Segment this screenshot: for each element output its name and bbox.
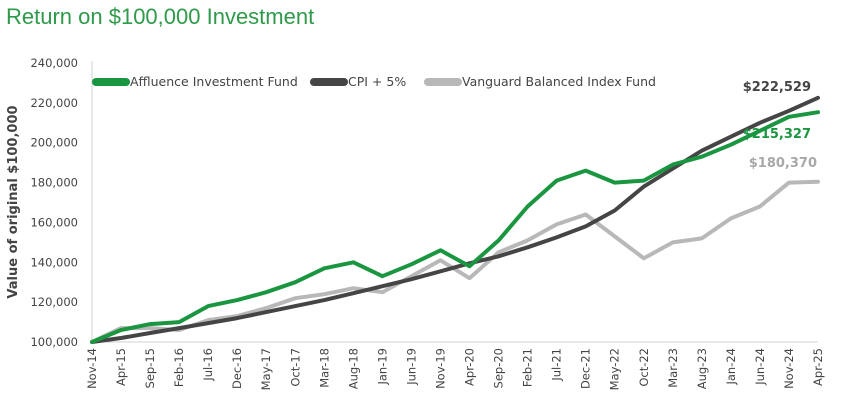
end-labels: $215,327 $222,529 $180,370 <box>743 80 817 171</box>
y-axis-label: Value of original $100,000 <box>6 105 21 298</box>
legend-label-0: Affluence Investment Fund <box>130 74 298 89</box>
x-tick-label: Sep-15 <box>143 348 157 388</box>
y-tick-label: 160,000 <box>30 215 78 229</box>
x-tick-label: Dec-21 <box>579 348 593 389</box>
x-tick-label: Aug-18 <box>346 348 360 389</box>
x-tick-label: Jan-19 <box>375 348 389 386</box>
legend-label-1: CPI + 5% <box>348 74 406 89</box>
x-tick-label: Apr-15 <box>114 348 128 386</box>
y-tick-label: 180,000 <box>30 176 78 190</box>
x-tick-label: Jan-24 <box>724 348 738 386</box>
end-label-1: $222,529 <box>743 80 811 95</box>
chart-title: Return on $100,000 Investment <box>6 4 315 29</box>
y-tick-label: 140,000 <box>30 255 78 269</box>
y-tick-label: 240,000 <box>30 56 78 70</box>
x-tick-label: Feb-16 <box>172 348 186 387</box>
x-tick-label: Aug-23 <box>695 348 709 389</box>
x-tick-label: Mar-23 <box>666 348 680 388</box>
plot-lines <box>90 95 820 344</box>
series-line-0 <box>90 110 820 344</box>
x-tick-label: Jun-24 <box>753 348 767 386</box>
series-line-2 <box>90 179 820 344</box>
x-tick-label: Feb-21 <box>521 348 535 387</box>
y-tick-label: 220,000 <box>30 96 78 110</box>
x-tick-label: Sep-20 <box>492 348 506 388</box>
x-tick-label: Jul-16 <box>201 348 215 382</box>
end-label-0: $215,327 <box>743 127 811 142</box>
x-tick-label: May-22 <box>608 348 622 390</box>
x-tick-label: Oct-17 <box>288 348 302 387</box>
legend: Affluence Investment Fund CPI + 5% Vanguar… <box>92 74 656 89</box>
x-tick-label: Dec-16 <box>230 348 244 389</box>
x-tick-label: May-17 <box>259 348 273 390</box>
series-line-1 <box>90 95 820 344</box>
x-tick-label: Nov-19 <box>433 348 447 389</box>
x-tick-label: Jul-21 <box>550 348 564 382</box>
x-tick-label: Jun-19 <box>404 348 418 386</box>
legend-label-2: Vanguard Balanced Index Fund <box>462 74 656 89</box>
y-axis: 100,000 120,000 140,000 160,000 180,000 200,0… <box>30 56 93 349</box>
y-tick-label: 200,000 <box>30 136 78 150</box>
x-tick-label: Oct-22 <box>637 348 651 387</box>
end-label-2: $180,370 <box>749 156 817 171</box>
x-tick-label: Nov-14 <box>85 348 99 389</box>
x-tick-label: Nov-24 <box>782 348 796 389</box>
y-tick-label: 100,000 <box>30 335 78 349</box>
y-tick-label: 120,000 <box>30 295 78 309</box>
x-tick-label: Apr-25 <box>811 348 825 386</box>
x-tick-label: Apr-20 <box>463 348 477 386</box>
x-tick-label: Mar-18 <box>317 348 331 388</box>
x-axis: Nov-14 Apr-15 Sep-15 Feb-16 Jul-16 Dec-16 May-… <box>85 341 825 390</box>
